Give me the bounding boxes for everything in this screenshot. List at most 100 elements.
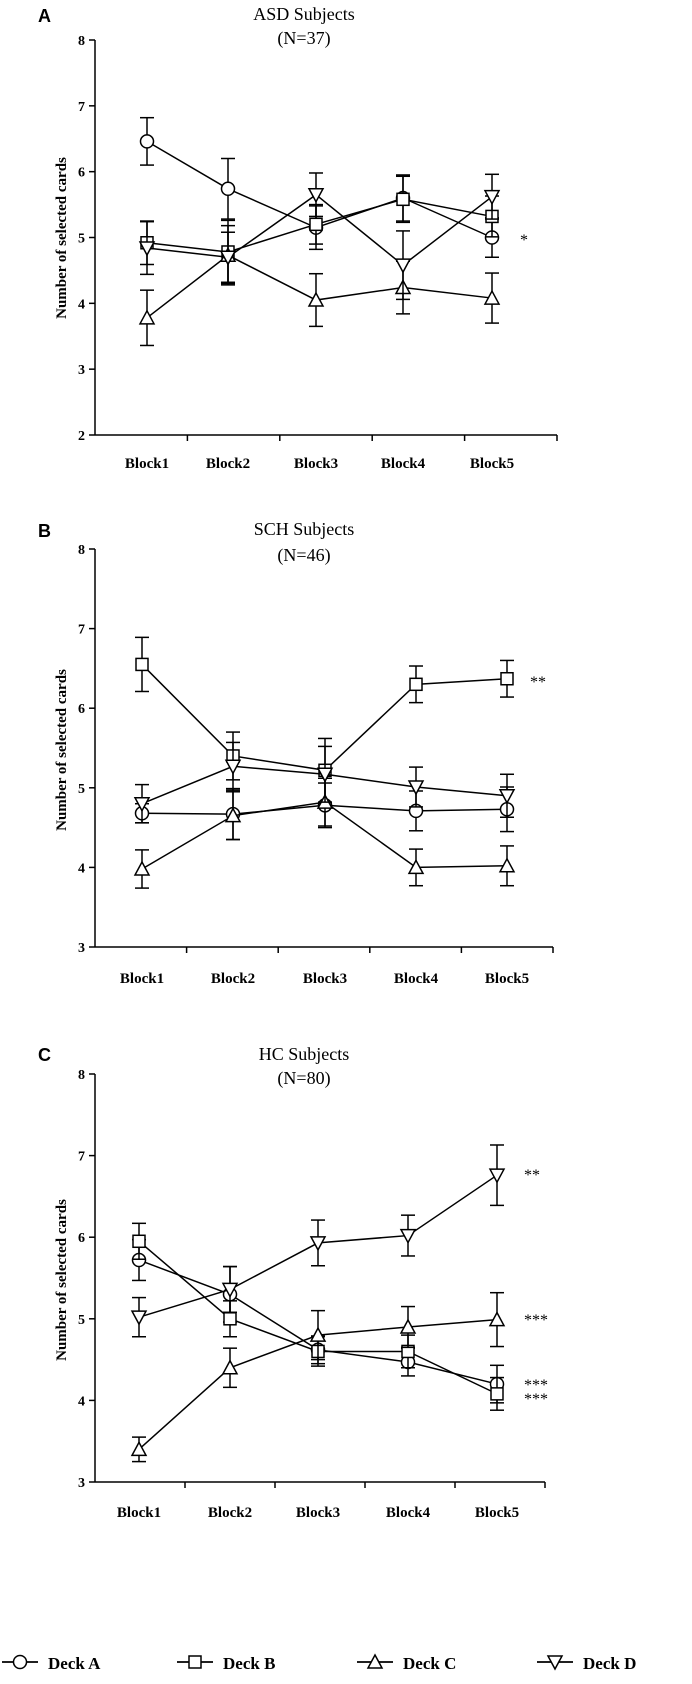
y-tick-label: 5	[78, 782, 85, 797]
data-point	[130, 1310, 148, 1326]
data-point	[399, 1318, 417, 1334]
legend-label: Deck C	[403, 1654, 456, 1673]
data-point	[309, 1236, 327, 1252]
legend-marker	[366, 1653, 384, 1669]
chart-title: SCH Subjects	[254, 519, 355, 539]
x-tick-label: Block4	[386, 1505, 431, 1521]
series-line	[146, 254, 493, 319]
data-point	[407, 780, 425, 796]
significance-marker: **	[530, 674, 546, 691]
x-tick-label: Block1	[117, 1505, 161, 1521]
y-axis-label: Number of selected cards	[54, 1199, 70, 1361]
data-point	[224, 807, 242, 823]
data-point	[483, 189, 501, 206]
data-point	[407, 858, 425, 875]
data-point	[316, 767, 334, 783]
x-tick-label: Block2	[211, 971, 255, 987]
y-tick-label: 7	[78, 100, 85, 115]
y-tick-label: 2	[78, 429, 85, 444]
y-tick-label: 6	[78, 1231, 85, 1246]
legend-marker	[546, 1655, 564, 1671]
data-point	[135, 657, 149, 672]
x-tick-label: Block3	[303, 971, 347, 987]
chart-panel-c: C HC Subjects (N=80) 3 4 5 6 7 8 Block1 Block2 Bloc…	[38, 1044, 548, 1521]
data-point	[133, 860, 151, 876]
x-tick-label: Block5	[475, 1505, 519, 1521]
legend-item-deck-c: Deck C	[357, 1653, 456, 1673]
legend-item-deck-d: Deck D	[537, 1654, 636, 1673]
y-tick-label: 6	[78, 702, 85, 717]
data-point	[224, 759, 242, 775]
data-point	[396, 192, 410, 207]
data-point	[139, 134, 155, 149]
y-tick-label: 3	[78, 363, 85, 378]
y-tick-label: 4	[78, 1394, 85, 1409]
legend-marker	[188, 1655, 202, 1669]
data-point	[219, 250, 237, 266]
x-tick-label: Block1	[120, 971, 164, 987]
data-point	[490, 1387, 504, 1401]
data-point	[138, 241, 156, 257]
y-axis-label: Number of selected cards	[54, 669, 70, 831]
x-tick-label: Block3	[294, 456, 338, 472]
data-point	[132, 1234, 146, 1249]
y-tick-label: 4	[78, 297, 85, 312]
significance-marker: ***	[524, 1377, 548, 1394]
chart-title: HC Subjects	[259, 1044, 350, 1064]
chart-subtitle: (N=46)	[277, 545, 330, 566]
legend-label: Deck D	[583, 1654, 636, 1673]
data-point	[409, 677, 423, 692]
y-tick-label: 8	[78, 543, 85, 558]
data-point	[307, 187, 325, 204]
data-point	[130, 1440, 148, 1457]
data-point	[498, 789, 516, 805]
data-point	[221, 1282, 239, 1299]
series-deck-d	[138, 172, 501, 301]
x-tick-label: Block4	[394, 971, 439, 987]
y-tick-label: 7	[78, 1150, 85, 1165]
chart-subtitle: (N=37)	[277, 28, 330, 49]
y-tick-label: 8	[78, 1068, 85, 1083]
legend-label: Deck A	[48, 1654, 101, 1673]
chart-title: ASD Subjects	[253, 4, 355, 24]
series-deck-d	[130, 1144, 506, 1338]
data-point	[133, 796, 151, 813]
data-point	[500, 671, 514, 686]
data-point	[394, 258, 412, 274]
y-tick-label: 7	[78, 623, 85, 638]
y-tick-label: 3	[78, 1476, 85, 1491]
chart-subtitle: (N=80)	[277, 1068, 330, 1089]
data-point	[483, 289, 501, 305]
y-tick-label: 6	[78, 166, 85, 181]
y-tick-label: 5	[78, 232, 85, 247]
data-point	[223, 1312, 237, 1326]
significance-marker: ***	[524, 1312, 548, 1329]
data-point	[138, 309, 156, 325]
panel-label: A	[38, 6, 51, 26]
data-point	[221, 1359, 239, 1375]
data-point	[399, 1228, 417, 1245]
y-tick-label: 4	[78, 861, 85, 876]
series-deck-a	[139, 116, 500, 258]
x-tick-label: Block2	[206, 456, 250, 472]
x-tick-label: Block5	[485, 971, 529, 987]
y-tick-label: 5	[78, 1313, 85, 1328]
data-point	[307, 291, 325, 307]
series-deck-d	[133, 741, 516, 824]
data-point	[220, 181, 236, 197]
legend: Deck A Deck B Deck C Deck D	[2, 1653, 636, 1673]
data-point	[488, 1311, 506, 1327]
legend-item-deck-a: Deck A	[2, 1654, 101, 1673]
x-tick-label: Block3	[296, 1505, 340, 1521]
panel-label: B	[38, 521, 51, 541]
series-deck-c	[130, 1291, 506, 1463]
x-tick-label: Block5	[470, 456, 514, 472]
data-point	[488, 1168, 506, 1184]
significance-marker: **	[524, 1167, 540, 1184]
data-point	[309, 217, 323, 232]
data-point	[309, 1326, 327, 1342]
significance-marker: ***	[524, 1391, 548, 1408]
x-tick-label: Block2	[208, 1505, 252, 1521]
x-tick-label: Block4	[381, 456, 426, 472]
